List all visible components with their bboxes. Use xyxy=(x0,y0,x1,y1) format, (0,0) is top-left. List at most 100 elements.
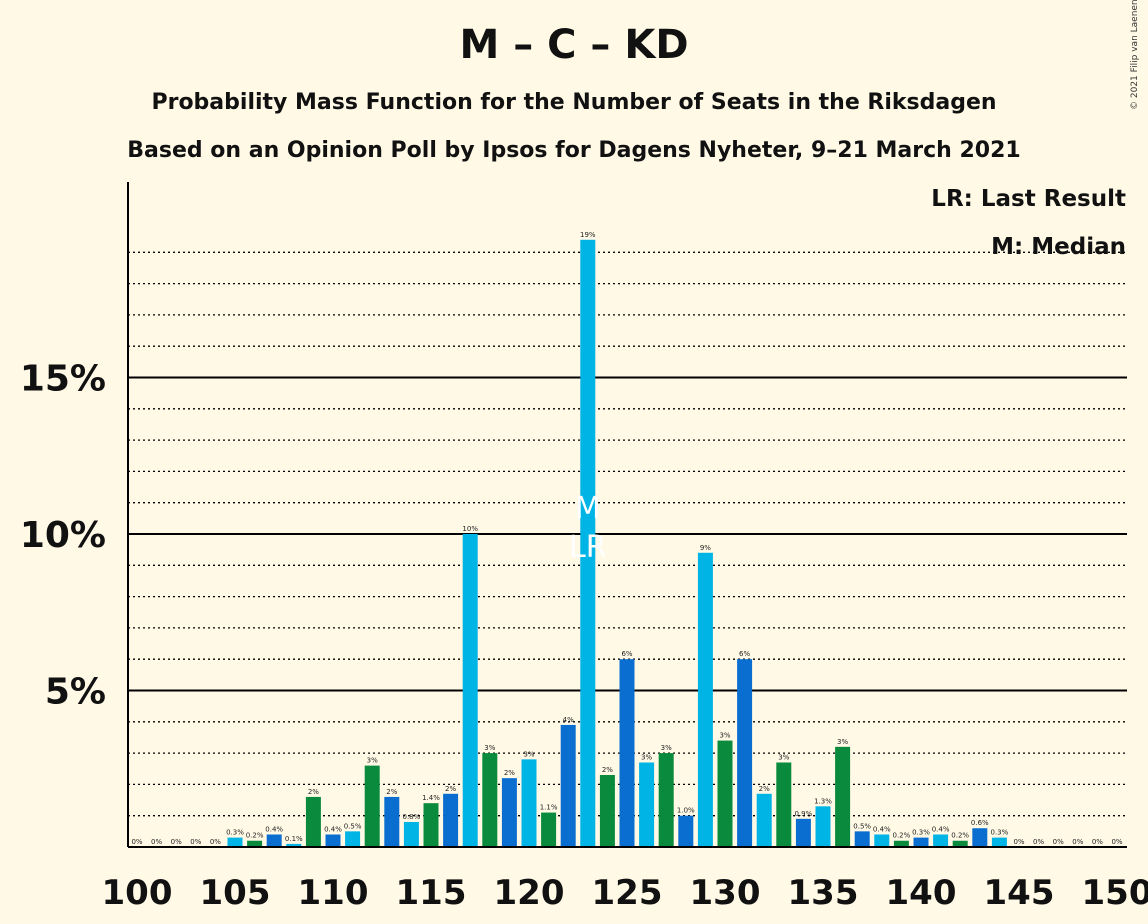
bar-label-seat-144: 0.3% xyxy=(991,829,1009,837)
bar-seat-112 xyxy=(364,765,380,847)
bar-label-seat-140: 0.3% xyxy=(912,829,930,837)
bar-label-seat-132: 2% xyxy=(759,785,770,793)
bar-seat-123 xyxy=(580,239,596,847)
bar-seat-139 xyxy=(893,840,909,847)
bar-seat-105 xyxy=(227,837,243,847)
bar-label-seat-118: 3% xyxy=(484,744,495,752)
bar-seat-109 xyxy=(305,796,321,847)
bar-label-seat-108: 0.1% xyxy=(285,835,303,843)
bar-label-seat-143: 0.6% xyxy=(971,819,989,827)
bar-label-seat-114: 0.8% xyxy=(403,813,421,821)
bar-seat-142 xyxy=(952,840,968,847)
bar-seat-140 xyxy=(913,837,929,847)
x-tick-label: 125 xyxy=(592,873,663,913)
bar-label-seat-106: 0.2% xyxy=(246,832,264,840)
bar-label-seat-117: 10% xyxy=(462,525,478,533)
legend-median: M: Median xyxy=(991,234,1126,260)
bar-seat-137 xyxy=(854,831,870,847)
bar-seat-118 xyxy=(482,753,498,847)
median-marker: M xyxy=(575,491,601,526)
bar-label-seat-141: 0.4% xyxy=(932,825,950,833)
bar-label-seat-149: 0% xyxy=(1092,838,1103,846)
bar-seat-141 xyxy=(933,834,949,847)
bar-seat-108 xyxy=(286,843,302,847)
bar-seat-132 xyxy=(756,793,772,847)
bar-label-seat-119: 2% xyxy=(504,769,515,777)
bar-label-seat-125: 6% xyxy=(621,650,632,658)
bar-seat-134 xyxy=(795,818,811,847)
bar-label-seat-112: 3% xyxy=(367,757,378,765)
bar-layer: 0% 0% 0% 0% 0%0.3% 0.2%0.4%0.1%2%0.4% 0.5%3%2%… xyxy=(131,231,1123,847)
bar-seat-133 xyxy=(776,762,792,847)
bar-label-seat-150: 0% xyxy=(1111,838,1122,846)
bar-seat-130 xyxy=(717,740,733,847)
bar-label-seat-135: 1.3% xyxy=(814,797,832,805)
bar-label-seat-107: 0.4% xyxy=(265,825,283,833)
bar-label-seat-102: 0% xyxy=(171,838,182,846)
bar-label-seat-122: 4% xyxy=(563,716,574,724)
bar-seat-115 xyxy=(423,803,439,847)
bar-seat-124 xyxy=(599,775,615,847)
x-tick-label: 140 xyxy=(886,873,957,913)
legend-last-result: LR: Last Result xyxy=(931,186,1126,212)
bar-seat-121 xyxy=(541,812,557,847)
bar-label-seat-137: 0.5% xyxy=(853,822,871,830)
bar-seat-117 xyxy=(462,534,478,847)
x-tick-label: 115 xyxy=(396,873,467,913)
bar-label-seat-127: 3% xyxy=(661,744,672,752)
bar-label-seat-126: 3% xyxy=(641,753,652,761)
bar-seat-131 xyxy=(737,659,753,847)
marker-layer: M LR xyxy=(569,491,607,565)
bar-label-seat-100: 0% xyxy=(131,838,142,846)
bar-seat-127 xyxy=(658,753,674,847)
bar-seat-114 xyxy=(403,821,419,847)
bar-seat-116 xyxy=(443,793,459,847)
bar-label-seat-110: 0.4% xyxy=(324,825,342,833)
bar-seat-106 xyxy=(247,840,263,847)
bar-seat-119 xyxy=(501,778,517,847)
bar-label-seat-133: 3% xyxy=(778,753,789,761)
bar-seat-120 xyxy=(521,759,537,847)
bar-label-seat-104: 0% xyxy=(210,838,221,846)
x-tick-label: 120 xyxy=(494,873,565,913)
bar-label-seat-134: 0.9% xyxy=(795,810,813,818)
bar-label-seat-129: 9% xyxy=(700,544,711,552)
bar-label-seat-145: 0% xyxy=(1013,838,1024,846)
x-tick-label: 110 xyxy=(298,873,369,913)
chart-title: M – C – KD xyxy=(459,22,689,68)
x-tick-label: 145 xyxy=(984,873,1055,913)
bar-label-seat-148: 0% xyxy=(1072,838,1083,846)
bar-label-seat-128: 1.0% xyxy=(677,807,695,815)
bar-seat-128 xyxy=(678,815,694,847)
x-tick-label: 100 xyxy=(102,873,173,913)
bar-label-seat-147: 0% xyxy=(1053,838,1064,846)
bar-label-seat-103: 0% xyxy=(190,838,201,846)
bar-label-seat-123: 19% xyxy=(580,231,596,239)
bar-label-seat-105: 0.3% xyxy=(226,829,244,837)
bar-label-seat-124: 2% xyxy=(602,766,613,774)
bar-label-seat-142: 0.2% xyxy=(951,832,969,840)
bar-seat-111 xyxy=(345,831,361,847)
bar-label-seat-121: 1.1% xyxy=(540,804,558,812)
bar-label-seat-115: 1.4% xyxy=(422,794,440,802)
bar-seat-126 xyxy=(639,762,655,847)
bar-seat-143 xyxy=(972,828,988,847)
bar-label-seat-136: 3% xyxy=(837,738,848,746)
bar-seat-138 xyxy=(874,834,890,847)
bar-label-seat-131: 6% xyxy=(739,650,750,658)
bar-seat-110 xyxy=(325,834,341,847)
y-tick-label: 5% xyxy=(45,672,106,713)
y-tick-label: 10% xyxy=(20,515,106,556)
bar-label-seat-101: 0% xyxy=(151,838,162,846)
bar-seat-125 xyxy=(619,659,635,847)
chart-subtitle: Probability Mass Function for the Number… xyxy=(151,90,997,115)
bar-label-seat-109: 2% xyxy=(308,788,319,796)
bar-seat-122 xyxy=(560,724,576,847)
bar-seat-107 xyxy=(266,834,282,847)
grid-layer xyxy=(128,251,1127,817)
bar-label-seat-111: 0.5% xyxy=(344,822,362,830)
bar-label-seat-120: 3% xyxy=(523,750,534,758)
bar-label-seat-130: 3% xyxy=(719,732,730,740)
x-tick-label: 105 xyxy=(200,873,271,913)
